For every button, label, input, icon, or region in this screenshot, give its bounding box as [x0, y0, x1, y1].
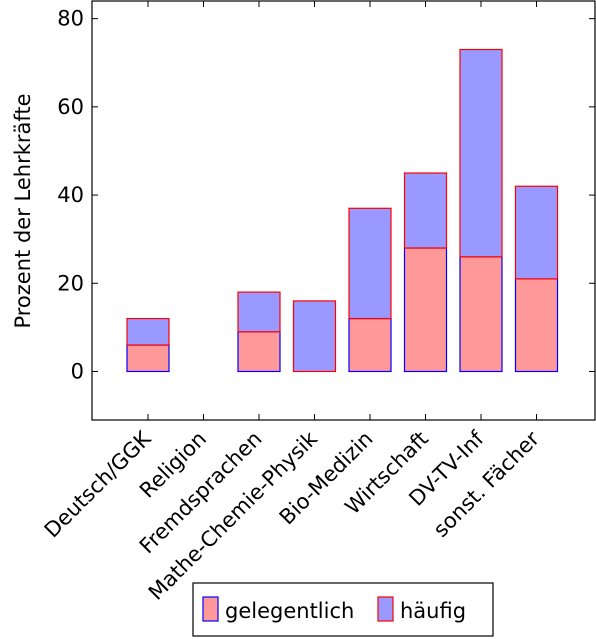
legend-label: gelegentlich	[225, 599, 354, 623]
bar-gelegentlich-0	[126, 344, 170, 373]
bar-gelegentlich-5	[403, 247, 448, 373]
bar-häufig-6	[459, 48, 503, 258]
bar-häufig-3	[292, 300, 337, 373]
legend: gelegentlich häufig	[192, 582, 494, 637]
legend-swatch-gelegentlich	[202, 596, 219, 622]
legend-swatch-häufig	[377, 596, 394, 622]
bar-häufig-2	[237, 291, 281, 333]
bar-gelegentlich-7	[514, 278, 559, 373]
y-tick-label: 40	[57, 183, 84, 207]
bar-gelegentlich-6	[459, 256, 503, 373]
y-axis: 0 20 40 60 80	[57, 7, 595, 383]
y-tick-label: 80	[57, 7, 84, 31]
legend-label: häufig	[400, 599, 466, 623]
y-axis-label: Prozent der Lehrkräfte	[11, 93, 35, 328]
y-tick-label: 20	[57, 271, 84, 295]
bar-häufig-5	[403, 172, 448, 249]
y-tick-label: 60	[57, 95, 84, 119]
y-tick-label: 0	[71, 359, 84, 383]
bar-häufig-4	[348, 207, 392, 320]
bar-häufig-7	[514, 185, 559, 280]
bars-group	[126, 48, 559, 373]
bar-gelegentlich-4	[348, 317, 392, 373]
legend-box	[192, 582, 494, 637]
bar-gelegentlich-2	[237, 331, 281, 373]
bar-häufig-0	[126, 317, 170, 346]
plot-frame	[91, 0, 596, 421]
